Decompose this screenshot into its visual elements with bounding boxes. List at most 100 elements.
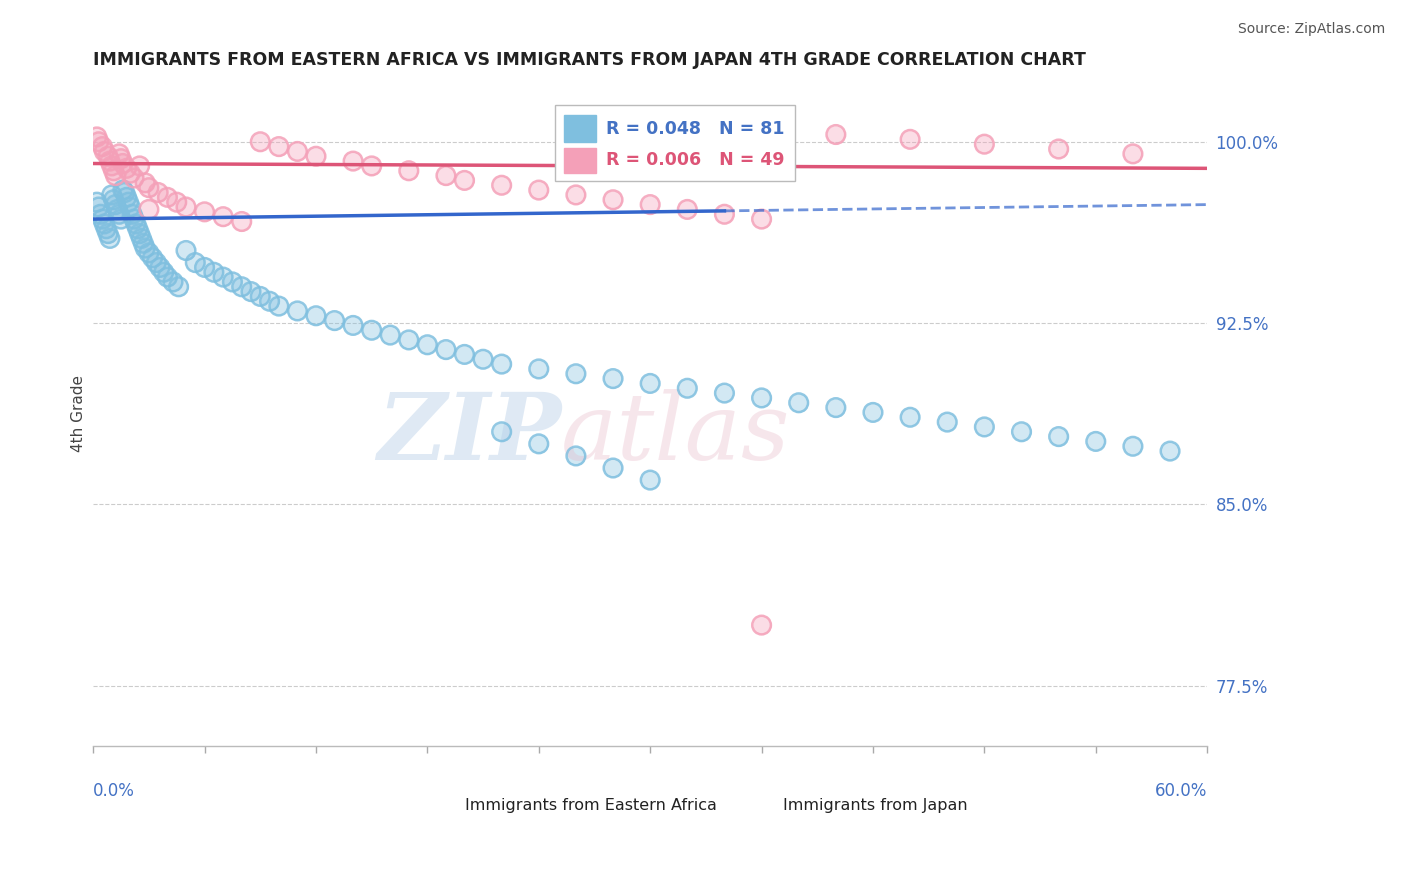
Point <box>380 328 402 343</box>
Point <box>249 289 271 303</box>
Point <box>111 156 134 170</box>
Point <box>120 200 142 214</box>
Point <box>527 183 550 197</box>
Point <box>108 146 131 161</box>
Point <box>862 405 884 419</box>
Point <box>93 145 115 159</box>
Point <box>145 255 167 269</box>
Point <box>287 304 309 318</box>
Point <box>91 139 114 153</box>
Point <box>174 200 197 214</box>
Point <box>491 357 513 371</box>
Point <box>142 251 165 265</box>
Point <box>86 130 108 145</box>
Point <box>132 236 155 251</box>
Point <box>194 204 217 219</box>
Point <box>342 154 364 169</box>
Point <box>96 221 118 235</box>
Point <box>100 159 122 173</box>
Point <box>114 186 136 200</box>
Point <box>323 313 346 327</box>
Point <box>162 275 184 289</box>
Point <box>132 236 155 251</box>
Point <box>676 381 699 395</box>
Point <box>96 221 118 235</box>
Point <box>138 202 160 217</box>
Point <box>166 195 188 210</box>
Point <box>184 255 207 269</box>
Point <box>713 207 735 221</box>
Point <box>973 137 995 152</box>
Point <box>149 260 172 275</box>
Point <box>472 352 495 367</box>
Point <box>751 212 773 227</box>
Point <box>90 207 112 221</box>
Point <box>167 279 190 293</box>
Point <box>134 176 156 190</box>
Point <box>131 231 153 245</box>
Point <box>824 128 846 142</box>
Point <box>434 343 457 357</box>
Point <box>167 279 190 293</box>
Point <box>115 161 138 176</box>
Point <box>434 169 457 183</box>
Point <box>638 473 661 487</box>
Point <box>824 128 846 142</box>
Point <box>1159 444 1181 458</box>
Point <box>194 260 217 275</box>
Point <box>249 289 271 303</box>
Point <box>162 275 184 289</box>
Point <box>117 195 139 210</box>
Point <box>121 207 143 221</box>
Point <box>221 275 243 289</box>
Point <box>973 420 995 434</box>
Point <box>134 176 156 190</box>
Point <box>602 371 624 385</box>
Point <box>115 190 138 204</box>
Point <box>108 146 131 161</box>
Text: R = 0.006   N = 49: R = 0.006 N = 49 <box>606 152 785 169</box>
Point <box>898 132 921 146</box>
Point <box>638 473 661 487</box>
Point <box>565 188 588 202</box>
Point <box>973 420 995 434</box>
Bar <box>745 794 773 818</box>
Point <box>91 212 114 227</box>
Point <box>751 618 773 632</box>
Bar <box>427 794 457 818</box>
Point <box>342 318 364 333</box>
Point <box>1084 434 1107 449</box>
Point <box>86 130 108 145</box>
Point <box>287 304 309 318</box>
Point <box>287 145 309 159</box>
Point <box>111 156 134 170</box>
Point <box>98 154 121 169</box>
Point <box>862 405 884 419</box>
Point <box>103 193 125 207</box>
Text: 0.0%: 0.0% <box>93 782 135 800</box>
Point <box>86 195 108 210</box>
Text: Immigrants from Japan: Immigrants from Japan <box>783 797 967 813</box>
Point <box>128 159 150 173</box>
Point <box>491 178 513 193</box>
Point <box>323 313 346 327</box>
Point <box>565 367 588 381</box>
Point <box>100 159 122 173</box>
Point <box>152 265 174 279</box>
Point <box>1122 146 1144 161</box>
Point <box>751 212 773 227</box>
Point <box>87 200 110 214</box>
Point <box>638 197 661 211</box>
Point <box>184 255 207 269</box>
Point <box>97 227 120 241</box>
Point <box>1047 142 1070 156</box>
Point <box>267 139 290 153</box>
Point <box>120 166 142 180</box>
Point <box>602 371 624 385</box>
Point <box>676 202 699 217</box>
Text: 60.0%: 60.0% <box>1154 782 1208 800</box>
Point <box>713 386 735 401</box>
Point <box>138 246 160 260</box>
Point <box>751 391 773 405</box>
Point <box>602 193 624 207</box>
